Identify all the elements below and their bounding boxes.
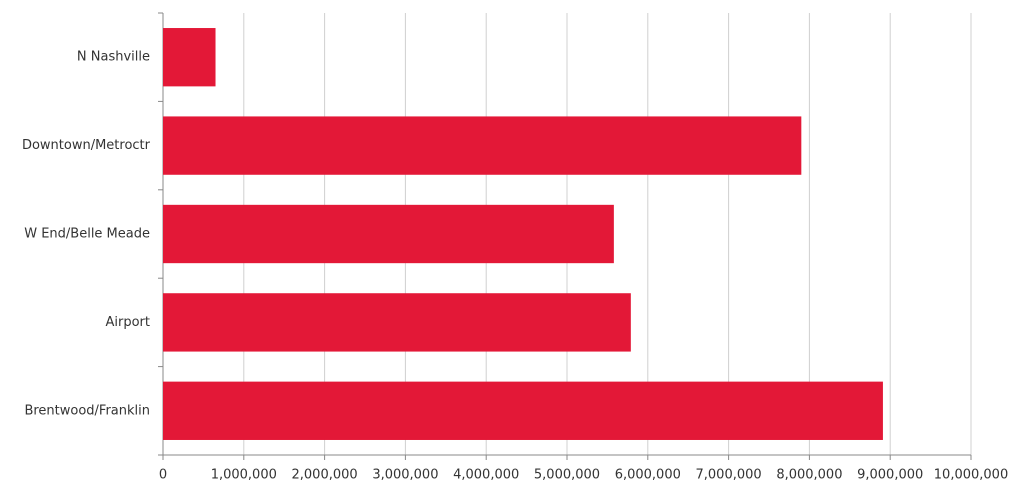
x-tick-label: 2,000,000	[292, 468, 358, 483]
x-tick-label: 5,000,000	[534, 468, 600, 483]
y-tick-label: Brentwood/Franklin	[24, 403, 150, 418]
y-tick-label: N Nashville	[77, 50, 150, 65]
y-tick-label: W End/Belle Meade	[24, 227, 150, 242]
y-tick-label: Downtown/Metroctr	[22, 138, 151, 153]
y-tick-label: Airport	[106, 315, 151, 330]
x-tick-label: 0	[159, 468, 167, 483]
x-tick-label: 6,000,000	[615, 468, 681, 483]
bar	[163, 116, 802, 175]
x-tick-label: 10,000,000	[934, 468, 1008, 483]
bar	[163, 381, 883, 440]
x-tick-label: 4,000,000	[453, 468, 519, 483]
x-tick-label: 8,000,000	[776, 468, 842, 483]
x-tick-label: 3,000,000	[372, 468, 438, 483]
x-tick-label: 9,000,000	[857, 468, 923, 483]
bar	[163, 204, 614, 264]
x-tick-label: 1,000,000	[211, 468, 277, 483]
x-tick-label: 7,000,000	[696, 468, 762, 483]
bar	[163, 28, 216, 87]
bar	[163, 293, 631, 352]
